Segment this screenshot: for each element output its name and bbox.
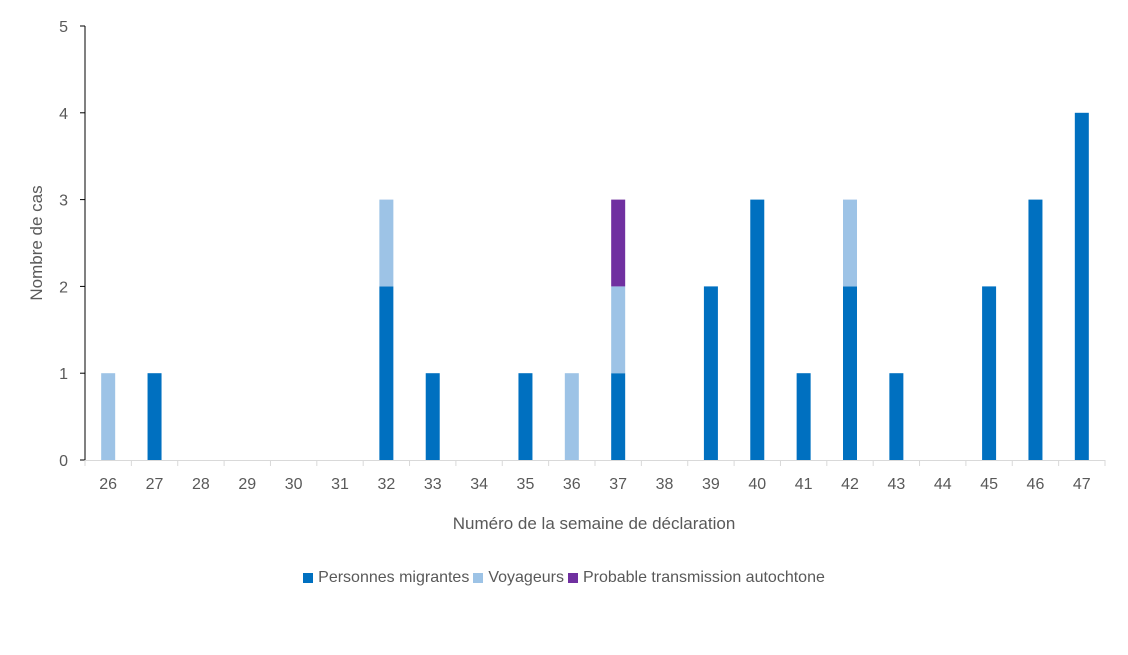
legend: Personnes migrantes Voyageurs Probable tra… [0,569,1128,587]
legend-swatch [567,573,578,583]
y-axis-label: Nombre de cas [27,185,46,300]
x-tick-label: 33 [424,476,442,493]
bar-segment-voyageurs [101,373,116,460]
bar-segment-personnes-migrantes [611,373,626,460]
y-tick-label: 4 [59,106,68,123]
y-tick-label: 2 [59,279,68,296]
x-tick-label: 27 [146,476,164,493]
y-tick-label: 5 [59,19,68,36]
bar-segment-voyageurs [379,199,394,287]
x-tick-label: 47 [1073,476,1091,493]
legend-label: Probable transmission autochtone [582,569,825,586]
bar-segment-personnes-migrantes [796,373,811,460]
x-tick-label: 45 [980,476,998,493]
x-tick-label: 32 [377,476,395,493]
x-tick-label: 40 [748,476,766,493]
x-tick-label: 46 [1027,476,1045,493]
x-tick-label: 35 [517,476,535,493]
bar-segment-personnes-migrantes [750,199,765,460]
bar-segment-voyageurs [611,286,626,374]
bar-segment-personnes-migrantes [982,286,997,460]
bar-segment-personnes-migrantes [1028,199,1043,460]
bar-segment-personnes-migrantes [379,286,394,460]
bar-segment-personnes-migrantes [1074,112,1089,461]
bar-segment-personnes-migrantes [425,373,440,460]
legend-item: Personnes migrantes [303,569,469,587]
x-tick-label: 41 [795,476,813,493]
legend-label: Personnes migrantes [318,569,470,586]
bar-segment-personnes-migrantes [889,373,904,460]
x-tick-label: 36 [563,476,581,493]
legend-label: Voyageurs [488,569,564,586]
x-tick-label: 29 [238,476,256,493]
x-tick-label: 44 [934,476,952,493]
bar-segment-voyageurs [843,199,857,287]
y-tick-label: 0 [59,453,68,470]
bar-segment-personnes-migrantes [843,286,857,460]
x-tick-label: 39 [702,476,720,493]
bar-segment-voyageurs [564,373,579,460]
x-tick-label: 37 [609,476,627,493]
bar-segment-personnes-migrantes [703,286,718,460]
x-tick-label: 42 [841,476,859,493]
x-tick-label: 34 [470,476,488,493]
bar-segment-probable-transmission-autochtone [611,199,626,287]
bar-segment-personnes-migrantes [518,373,533,460]
legend-item: Probable transmission autochtone [567,569,825,587]
x-tick-label: 31 [331,476,349,493]
x-tick-label: 26 [99,476,117,493]
y-tick-label: 1 [59,366,68,383]
x-axis-label: Numéro de la semaine de déclaration [453,514,736,533]
legend-swatch [473,573,484,583]
y-tick-label: 3 [59,193,68,210]
x-tick-label: 30 [285,476,303,493]
legend-item: Voyageurs [473,569,564,587]
bar-segment-personnes-migrantes [147,373,162,460]
legend-swatch [303,573,314,583]
x-tick-label: 28 [192,476,210,493]
x-tick-label: 43 [887,476,905,493]
x-tick-label: 38 [656,476,674,493]
